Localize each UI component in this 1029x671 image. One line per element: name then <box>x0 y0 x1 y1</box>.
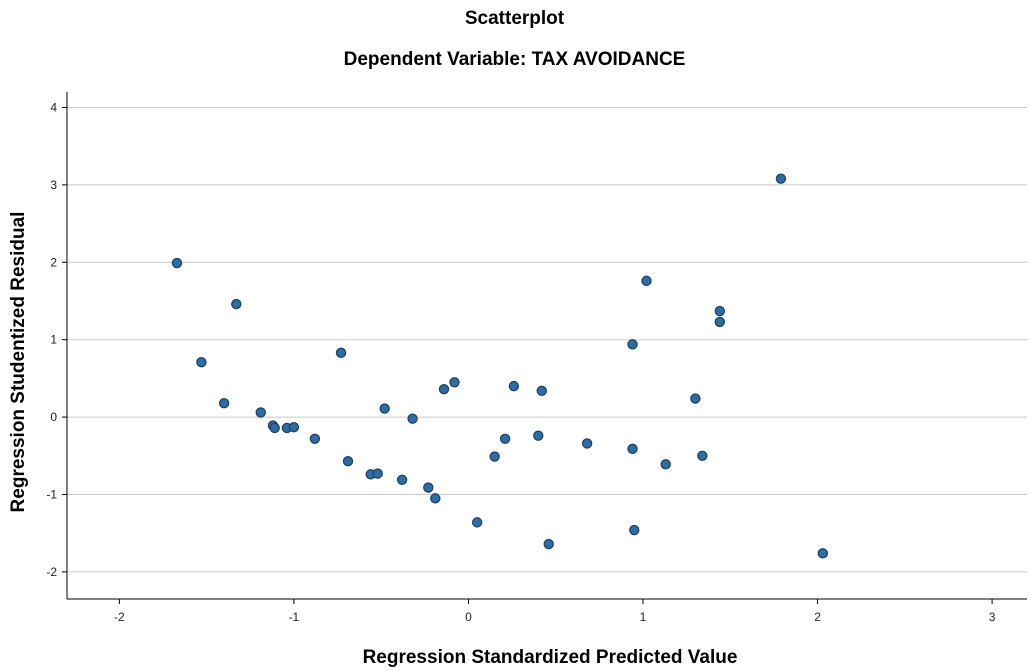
data-point <box>641 275 652 287</box>
data-point <box>231 298 242 310</box>
data-point <box>627 339 638 350</box>
gridlines <box>67 106 1027 573</box>
data-point <box>629 524 640 536</box>
x-tick-label: 0 <box>465 610 472 624</box>
y-tick-label: -1 <box>46 488 57 502</box>
data-point <box>372 468 383 479</box>
data-point <box>817 548 828 559</box>
data-point <box>697 450 708 462</box>
x-tick-label: 3 <box>989 610 996 624</box>
y-tick-label: 4 <box>50 100 57 114</box>
data-point <box>449 377 460 388</box>
x-axis-label: Regression Standardized Predicted Value <box>363 647 738 668</box>
y-tick-label: 2 <box>50 255 57 269</box>
data-point <box>714 305 726 317</box>
data-point <box>269 422 280 434</box>
data-point <box>379 403 390 414</box>
data-point <box>342 456 354 467</box>
data-point <box>536 385 547 396</box>
data-point <box>660 459 671 470</box>
data-point <box>218 397 230 409</box>
data-point <box>171 257 183 269</box>
data-point <box>690 393 701 404</box>
data-point <box>407 413 418 424</box>
data-point <box>309 433 321 444</box>
data-point <box>471 517 483 528</box>
data-points <box>171 173 828 559</box>
x-tick-label: -1 <box>289 610 300 624</box>
y-tick-label: 1 <box>50 333 57 347</box>
data-point <box>581 438 593 449</box>
data-point <box>288 421 300 433</box>
x-tick-label: 2 <box>814 610 821 624</box>
data-point <box>714 316 726 328</box>
data-point <box>430 493 441 504</box>
data-point <box>627 443 638 455</box>
y-tick-label: 3 <box>50 178 57 192</box>
tick-labels: -2 -1 0 1 2 3 4 -2 -1 0 1 2 3 <box>46 100 995 624</box>
data-point <box>196 356 207 368</box>
y-axis-label: Regression Studentized Residual <box>8 212 29 513</box>
chart-title: Scatterplot <box>464 8 565 29</box>
axes <box>62 92 1027 604</box>
data-point <box>508 380 520 392</box>
data-point <box>489 451 500 462</box>
x-tick-label: 1 <box>640 610 647 624</box>
data-point <box>499 433 511 444</box>
data-point <box>396 474 408 485</box>
data-point <box>423 482 434 493</box>
data-point <box>335 347 347 359</box>
data-point <box>255 407 266 418</box>
chart-subtitle: Dependent Variable: TAX AVOIDANCE <box>343 49 686 70</box>
y-tick-label: 0 <box>50 410 57 424</box>
data-point <box>543 538 554 550</box>
x-tick-label: -2 <box>114 610 125 624</box>
data-point <box>775 173 787 184</box>
data-point <box>438 384 450 395</box>
data-point <box>533 430 544 441</box>
y-tick-label: -2 <box>46 565 57 579</box>
